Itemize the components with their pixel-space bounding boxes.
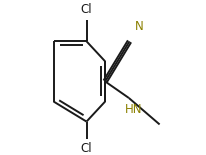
Text: HN: HN	[125, 103, 143, 116]
Text: Cl: Cl	[81, 2, 92, 16]
Text: Cl: Cl	[81, 142, 92, 155]
Text: N: N	[135, 20, 144, 33]
